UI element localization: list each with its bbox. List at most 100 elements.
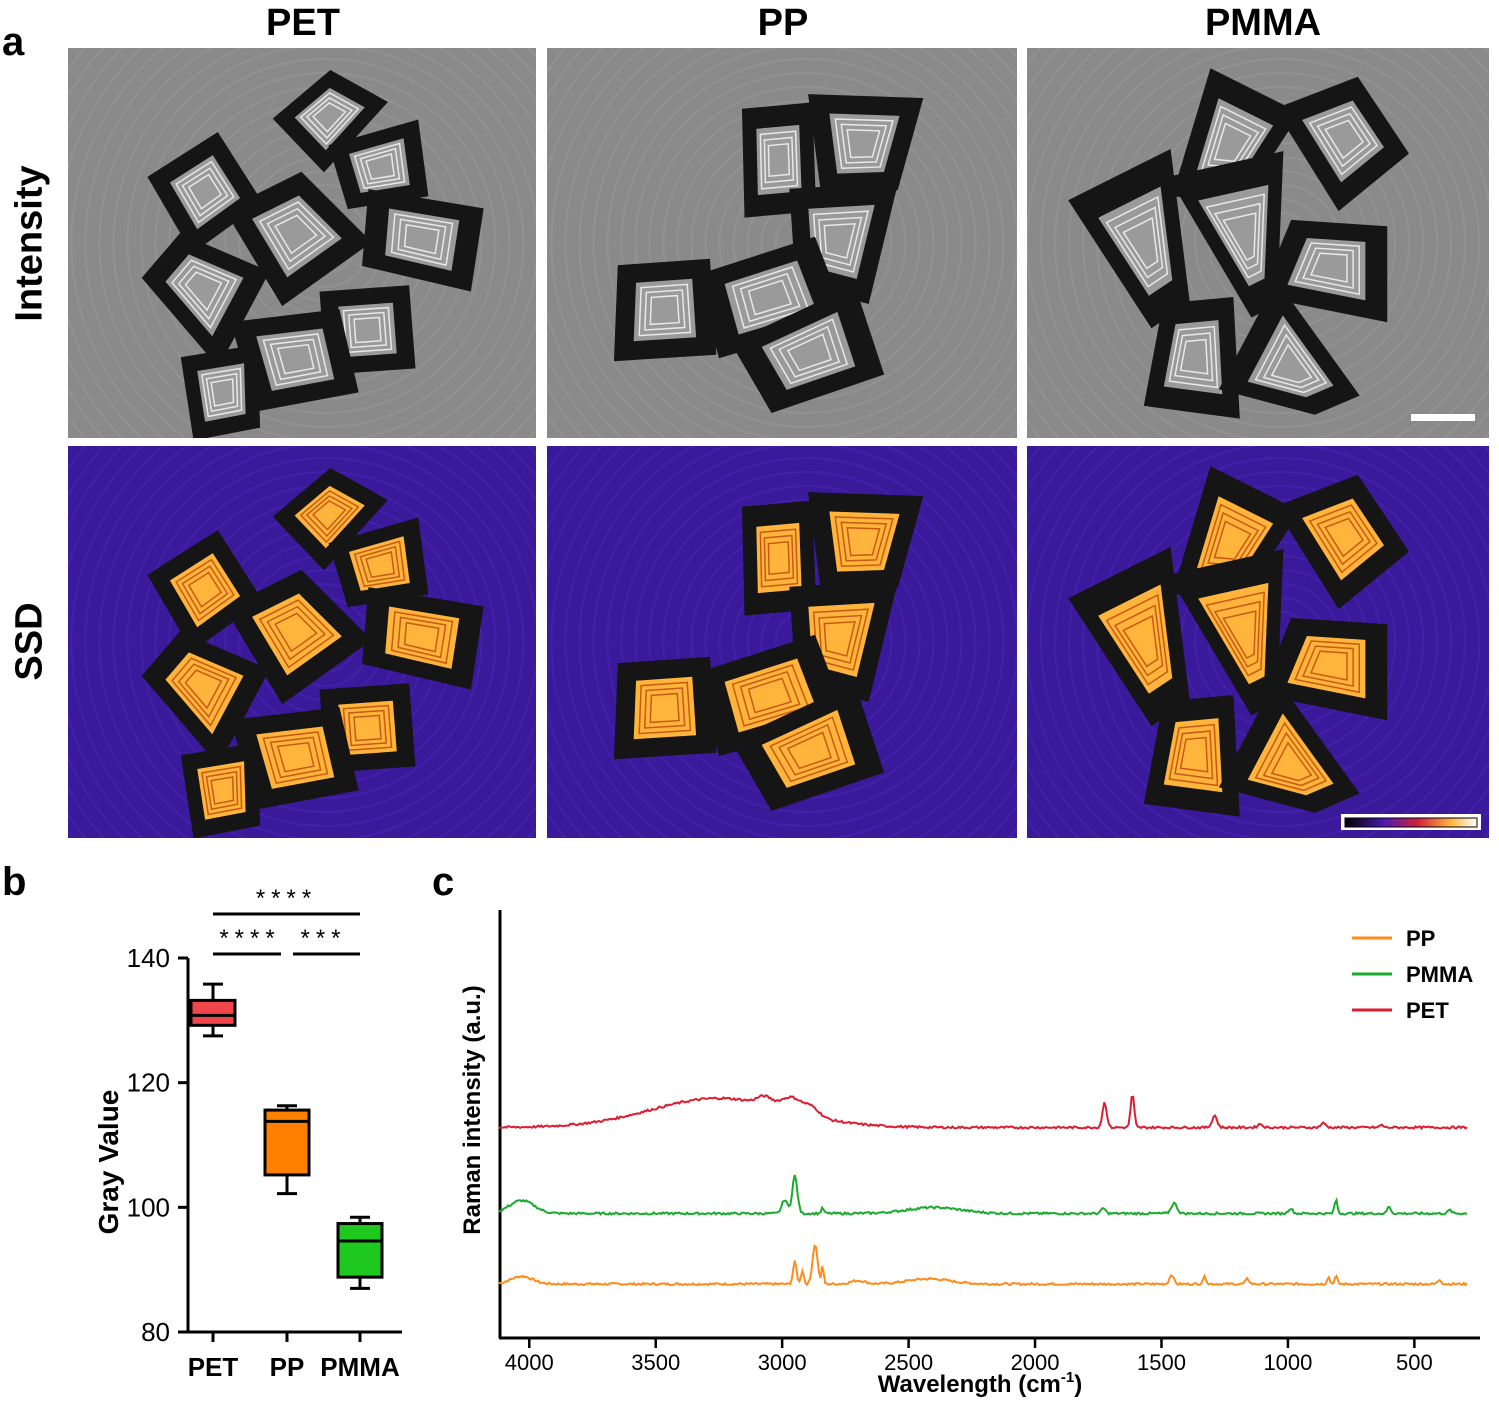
- particle-fringe: [1105, 593, 1169, 686]
- particle-fringe: [1113, 604, 1164, 677]
- particle-fringe: [840, 123, 888, 164]
- interference-fringe: [592, 446, 1017, 838]
- particle-fringe: [311, 499, 347, 531]
- particle-fringe: [1254, 721, 1328, 792]
- particle-fringe: [210, 378, 235, 407]
- particle-fringe: [818, 216, 863, 266]
- particle-fringe: [1222, 610, 1257, 659]
- particle-fringe: [638, 681, 692, 735]
- particle-core: [761, 709, 856, 788]
- particle-fringe: [1308, 106, 1379, 176]
- column-title-pp: PP: [757, 2, 809, 44]
- particle-fringe: [1222, 212, 1257, 261]
- particle-fringe: [1270, 343, 1313, 384]
- particle-fringe: [390, 213, 454, 267]
- particle-fringe: [1168, 325, 1219, 389]
- particle-fringe: [276, 343, 315, 375]
- micrograph-intensity-pp: [547, 48, 1017, 438]
- particle-fringe: [1308, 504, 1379, 574]
- particle-fringe: [1105, 195, 1169, 288]
- x-tick-label: PET: [188, 1352, 239, 1382]
- interference-fringe: [634, 471, 977, 813]
- significance-label: ***: [300, 925, 346, 952]
- significance-label: ****: [219, 925, 280, 952]
- particle-fringe: [786, 731, 832, 770]
- interference-fringe: [1054, 446, 1489, 838]
- row-title-ssd: SSD: [8, 602, 51, 681]
- spectrum-pmma: [498, 1174, 1468, 1217]
- particle-fringe: [1122, 614, 1159, 668]
- particle-fringe: [1168, 723, 1219, 787]
- interference-fringe: [578, 446, 1017, 838]
- particle-fringe: [1174, 730, 1214, 780]
- particle-fringe: [1270, 741, 1313, 782]
- y-tick-label: 100: [127, 1192, 170, 1222]
- interference-fringe: [564, 48, 1017, 438]
- particle-fringe: [739, 272, 801, 323]
- particle-core: [756, 124, 802, 196]
- particle-fringe: [210, 776, 235, 805]
- particle-core: [808, 204, 875, 279]
- particle-fringe: [769, 716, 849, 783]
- interference-fringe: [70, 446, 536, 838]
- particle-core: [633, 676, 697, 740]
- particle-fringe: [311, 101, 347, 133]
- interference-fringe: [112, 48, 536, 438]
- particle-fringe: [359, 147, 401, 185]
- particle-core: [761, 311, 856, 390]
- particle-fringe: [359, 545, 401, 583]
- particle-fringe: [778, 325, 841, 378]
- particle-fringe: [846, 129, 881, 159]
- particle-fringe: [205, 372, 239, 413]
- box-plot-ylabel: Gray Value: [93, 1090, 124, 1235]
- interference-fringe: [98, 48, 536, 438]
- interference-fringe: [1040, 48, 1489, 438]
- particle-fringe: [1213, 600, 1261, 668]
- particle-fringe: [171, 259, 238, 329]
- interference-fringe: [70, 48, 536, 438]
- particle-fringe: [353, 540, 406, 588]
- particle-fringe: [201, 367, 243, 418]
- particle-fringe: [274, 214, 318, 255]
- particle-fringe: [739, 670, 801, 721]
- interference-fringe: [564, 446, 1017, 838]
- x-tick-label: 4000: [505, 1350, 554, 1375]
- interference-fringe: [620, 457, 991, 827]
- micrograph-intensity-pmma: [1027, 48, 1489, 438]
- particle-fringe: [834, 118, 894, 170]
- interference-fringe: [1027, 48, 1489, 438]
- x-tick-label: 3500: [631, 1350, 680, 1375]
- interference-fringe: [140, 58, 511, 428]
- particle-fringe: [305, 96, 354, 139]
- particle-fringe: [390, 611, 454, 665]
- particle-fringe: [274, 612, 318, 653]
- legend-label-pet: PET: [1406, 998, 1449, 1023]
- column-title-pet: PET: [266, 2, 340, 44]
- particle-fringe: [269, 736, 322, 779]
- interference-fringe: [578, 48, 1017, 438]
- interference-fringe: [1082, 446, 1481, 838]
- interference-fringe: [1027, 446, 1489, 838]
- particle-fringe: [1205, 591, 1265, 677]
- particle-fringe: [759, 130, 799, 190]
- particle-core: [1098, 584, 1173, 694]
- panel-label-a: a: [2, 20, 25, 64]
- interference-fringe: [84, 48, 536, 438]
- particle-core: [633, 278, 697, 342]
- micrograph-intensity-pet: [68, 48, 536, 438]
- particle-fringe: [1316, 510, 1372, 566]
- particle-fringe: [747, 279, 793, 316]
- particle-core: [338, 700, 397, 756]
- particle-fringe: [177, 663, 230, 719]
- particle-fringe: [649, 294, 680, 326]
- particle-core: [338, 302, 397, 358]
- particle-fringe: [769, 318, 849, 385]
- particle-fringe: [786, 333, 832, 372]
- particle-fringe: [201, 765, 243, 816]
- particle-fringe: [403, 223, 440, 255]
- box-pmma: [336, 1222, 384, 1279]
- particle-fringe: [1309, 252, 1348, 283]
- interference-fringe: [1068, 48, 1489, 438]
- x-tick-label: 3000: [758, 1350, 807, 1375]
